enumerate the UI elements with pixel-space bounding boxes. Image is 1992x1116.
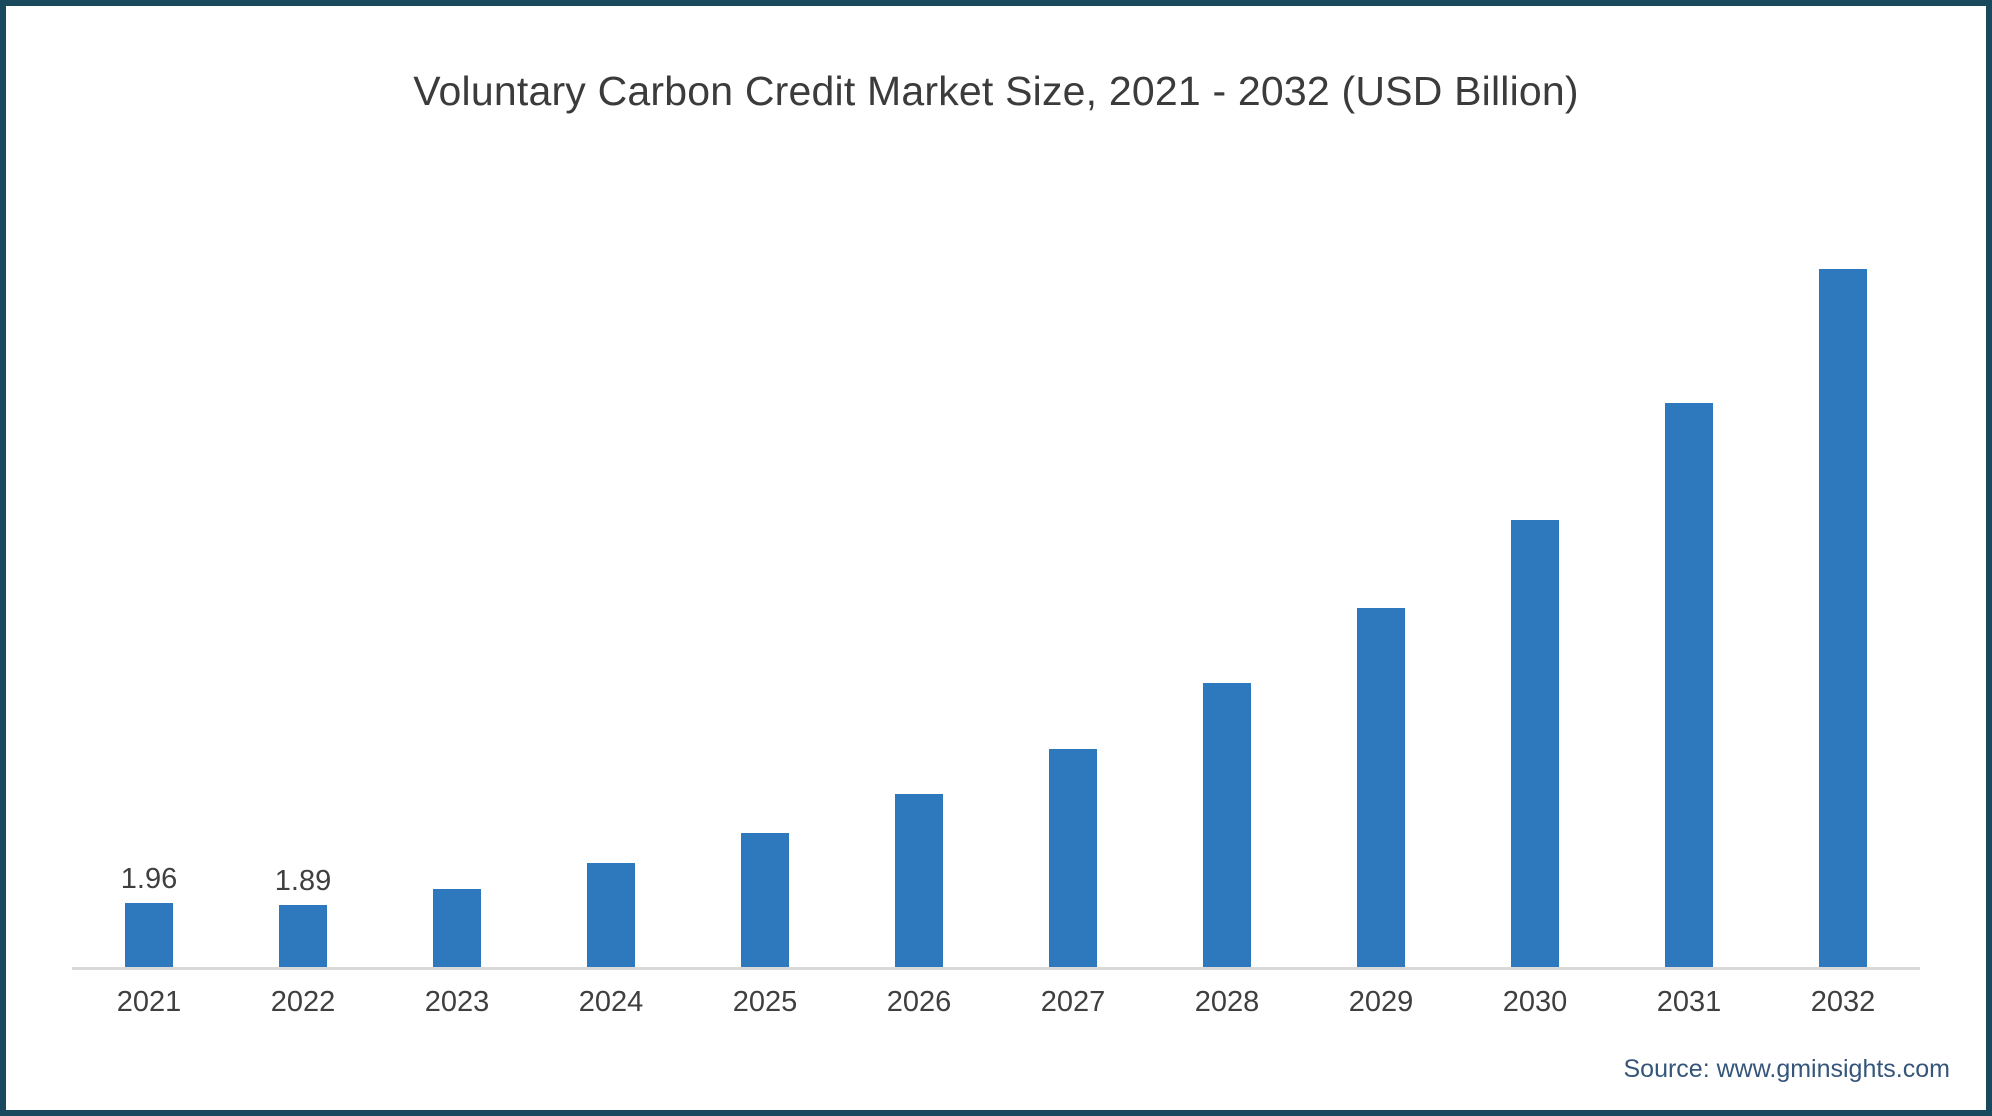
bar-2028 xyxy=(1203,683,1251,967)
x-tick-2026: 2026 xyxy=(886,986,952,1018)
x-tick-2029: 2029 xyxy=(1348,986,1414,1018)
x-tick-2021: 2021 xyxy=(116,986,182,1018)
bar-column-2025 xyxy=(688,833,842,967)
x-tick-2028: 2028 xyxy=(1194,986,1260,1018)
bar-2026 xyxy=(895,794,943,967)
bar-2023 xyxy=(433,889,481,967)
bar-2021 xyxy=(125,903,173,967)
bar-column-2024 xyxy=(534,863,688,967)
x-tick-2022: 2022 xyxy=(270,986,336,1018)
bar-column-2031 xyxy=(1612,403,1766,967)
chart-title: Voluntary Carbon Credit Market Size, 202… xyxy=(413,68,1579,114)
bar-2022 xyxy=(279,905,327,967)
bar-column-2029 xyxy=(1304,608,1458,967)
bar-value-label-2021: 1.96 xyxy=(120,863,178,895)
bar-column-2027 xyxy=(996,749,1150,967)
bar-2029 xyxy=(1357,608,1405,967)
bar-column-2021: 1.96 xyxy=(72,865,226,967)
bar-column-2023 xyxy=(380,889,534,967)
x-tick-2030: 2030 xyxy=(1502,986,1568,1018)
bars-row: 1.96 1.89 xyxy=(72,230,1920,967)
bar-2024 xyxy=(587,863,635,967)
bar-2027 xyxy=(1049,749,1097,967)
bar-column-2028 xyxy=(1150,683,1304,967)
plot-area: 1.96 1.89 2021 2022 2023 2024 2025 2026 2027 202… xyxy=(72,230,1920,1017)
bar-column-2030 xyxy=(1458,520,1612,967)
x-axis-labels: 2021 2022 2023 2024 2025 2026 2027 2028 2029 2030… xyxy=(72,988,1920,1017)
bar-column-2022: 1.89 xyxy=(226,867,380,967)
bar-value-label-2022: 1.89 xyxy=(274,865,332,897)
source-attribution: Source: www.gminsights.com xyxy=(1623,1055,1950,1083)
x-tick-2032: 2032 xyxy=(1810,986,1876,1018)
bar-column-2032 xyxy=(1766,269,1920,967)
bar-2030 xyxy=(1511,520,1559,967)
x-tick-2027: 2027 xyxy=(1040,986,1106,1018)
x-tick-2031: 2031 xyxy=(1656,986,1722,1018)
x-tick-2024: 2024 xyxy=(578,986,644,1018)
x-axis-line xyxy=(72,967,1920,970)
x-tick-2025: 2025 xyxy=(732,986,798,1018)
bar-column-2026 xyxy=(842,794,996,967)
x-tick-2023: 2023 xyxy=(424,986,490,1018)
bar-2025 xyxy=(741,833,789,967)
bar-2032 xyxy=(1819,269,1867,967)
bar-2031 xyxy=(1665,403,1713,967)
